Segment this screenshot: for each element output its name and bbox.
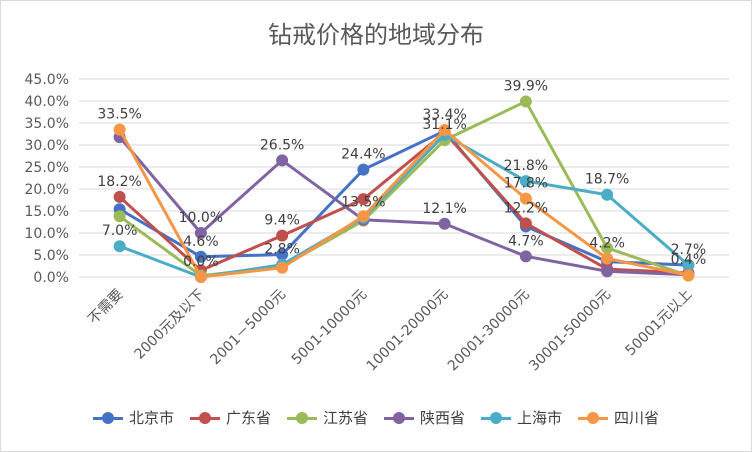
legend-item: 四川省 xyxy=(578,407,659,428)
legend-label: 广东省 xyxy=(225,409,271,427)
data-point xyxy=(601,265,614,278)
series-line xyxy=(118,129,689,267)
data-point xyxy=(357,210,370,223)
y-tick-label: 25.0% xyxy=(25,160,69,176)
legend-label: 上海市 xyxy=(517,409,563,427)
data-label: 12.2% xyxy=(504,200,548,216)
data-label: 33.4% xyxy=(422,107,466,123)
data-label: 24.4% xyxy=(341,147,385,163)
data-point xyxy=(276,229,289,242)
legend-marker-icon xyxy=(481,411,512,424)
data-label: 21.8% xyxy=(504,158,548,174)
data-point xyxy=(194,271,207,283)
data-point xyxy=(113,123,126,136)
y-tick-label: 20.0% xyxy=(25,182,69,198)
data-point xyxy=(601,252,614,265)
legend-item: 北京市 xyxy=(92,407,174,428)
chart-legend: 北京市 广东省 江苏省 陕西省 上海市 四川省 xyxy=(1,407,751,428)
x-tick-label: 10001-20000元 xyxy=(364,287,452,375)
data-label: 17.8% xyxy=(504,176,548,192)
data-point xyxy=(276,261,289,274)
data-label: 4.6% xyxy=(183,234,219,250)
data-label: 0.0% xyxy=(183,254,219,270)
y-tick-label: 10.0% xyxy=(25,226,69,242)
legend-item: 江苏省 xyxy=(286,407,368,428)
legend-marker-icon xyxy=(578,411,609,424)
x-tick-label: 30001-50000元 xyxy=(526,287,614,375)
data-label: 26.5% xyxy=(260,137,304,153)
series-line xyxy=(118,128,689,279)
data-label: 2.7% xyxy=(671,242,707,258)
legend-marker-icon xyxy=(92,411,123,424)
data-label: 39.9% xyxy=(504,78,548,94)
legend-label: 北京市 xyxy=(128,409,174,427)
series-line xyxy=(118,136,689,277)
y-tick-label: 30.0% xyxy=(25,138,69,154)
y-tick-label: 40.0% xyxy=(25,94,69,110)
data-point xyxy=(357,163,370,176)
data-label: 18.2% xyxy=(97,174,141,190)
data-point xyxy=(276,154,289,167)
data-point xyxy=(601,188,614,201)
data-point xyxy=(113,210,126,223)
data-label: 4.7% xyxy=(508,233,544,249)
data-point xyxy=(113,240,126,253)
data-label: 7.0% xyxy=(102,223,138,239)
legend-item: 广东省 xyxy=(189,407,271,428)
legend-label: 四川省 xyxy=(614,409,660,427)
x-tick-label: 20001-30000元 xyxy=(445,287,533,375)
data-point xyxy=(682,269,695,282)
x-tick-label: 2001－5000元 xyxy=(207,287,289,369)
x-tick-label: 5001-10000元 xyxy=(289,287,370,368)
data-label: 33.5% xyxy=(97,107,141,123)
data-label: 4.2% xyxy=(589,236,625,252)
legend-marker-icon xyxy=(189,411,220,424)
y-tick-label: 15.0% xyxy=(25,204,69,220)
y-tick-label: 0.0% xyxy=(33,270,69,286)
data-point xyxy=(438,124,451,137)
x-tick-label: 50001元以上 xyxy=(623,287,696,360)
data-point xyxy=(194,227,207,239)
data-label: 0.4% xyxy=(671,252,707,268)
data-point xyxy=(357,193,370,206)
legend-marker-icon xyxy=(286,411,317,424)
y-tick-label: 35.0% xyxy=(25,116,69,132)
data-point xyxy=(519,95,532,108)
data-point xyxy=(519,175,532,188)
legend-marker-icon xyxy=(384,411,414,424)
legend-label: 江苏省 xyxy=(322,409,368,427)
legend-item: 上海市 xyxy=(481,407,562,428)
data-label: 31.1% xyxy=(422,117,466,133)
data-point xyxy=(438,217,451,230)
x-tick-label: 2000元及以下 xyxy=(132,287,208,363)
data-point xyxy=(519,192,532,205)
data-label: 13.5% xyxy=(341,195,385,211)
legend-label: 陕西省 xyxy=(420,409,466,427)
data-point xyxy=(194,250,207,263)
x-tick-label: 不需要 xyxy=(85,287,126,328)
data-point xyxy=(519,217,532,230)
data-label: 18.7% xyxy=(585,172,629,188)
legend-item: 陕西省 xyxy=(384,407,465,428)
data-label: 9.4% xyxy=(264,213,300,229)
data-label: 2.8% xyxy=(264,242,300,258)
series-line xyxy=(118,131,689,275)
data-point xyxy=(113,190,126,203)
data-point xyxy=(519,250,532,263)
data-label: 10.0% xyxy=(179,210,223,226)
chart-title: 钻戒价格的地域分布 xyxy=(268,21,484,49)
y-tick-label: 45.0% xyxy=(25,72,69,88)
y-tick-label: 5.0% xyxy=(33,248,69,264)
data-label: 12.1% xyxy=(422,201,466,217)
